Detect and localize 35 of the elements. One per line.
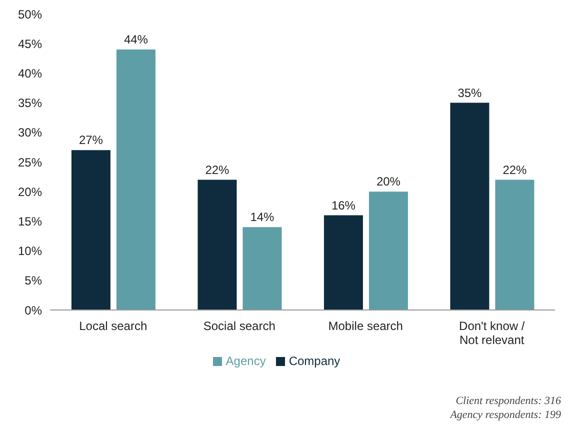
data-label: 22%: [205, 162, 230, 177]
data-label: 44%: [124, 32, 148, 47]
x-tick-label: Local search: [79, 319, 148, 333]
data-label: 20%: [376, 174, 401, 189]
bar: [450, 102, 490, 310]
data-label: 35%: [458, 86, 482, 100]
bar: [116, 50, 156, 310]
y-tick-label: 40%: [18, 66, 42, 80]
x-tick-label: Don't know / Not relevant: [459, 319, 526, 347]
bar: [368, 192, 408, 310]
data-label: 27%: [78, 133, 104, 148]
data-label: 22%: [502, 162, 528, 177]
legend-label: Company: [288, 354, 340, 368]
bar: [242, 227, 282, 310]
text: Client respondents: 316: [454, 394, 561, 408]
legend-label: Agency: [226, 354, 266, 368]
y-tick-label: 45%: [18, 36, 42, 51]
y-tick-label: 5%: [24, 274, 42, 288]
bar: [324, 215, 363, 310]
bar: [198, 180, 237, 310]
y-tick-label: 15%: [18, 214, 42, 228]
bar: [495, 180, 534, 310]
y-tick-label: 25%: [18, 155, 42, 170]
bar: [71, 150, 110, 310]
text: Agency respondents: 199: [450, 408, 561, 422]
data-label: 16%: [331, 198, 356, 212]
y-tick-label: 0%: [24, 303, 42, 318]
x-tick-label: Social search: [203, 319, 276, 333]
y-tick-label: 35%: [18, 96, 42, 110]
y-tick-label: 50%: [18, 7, 42, 22]
y-tick-label: 20%: [18, 184, 42, 199]
data-label: 14%: [250, 210, 275, 224]
x-tick-label: Mobile search: [328, 319, 403, 333]
y-tick-label: 10%: [18, 244, 42, 258]
y-tick-label: 30%: [18, 126, 42, 140]
